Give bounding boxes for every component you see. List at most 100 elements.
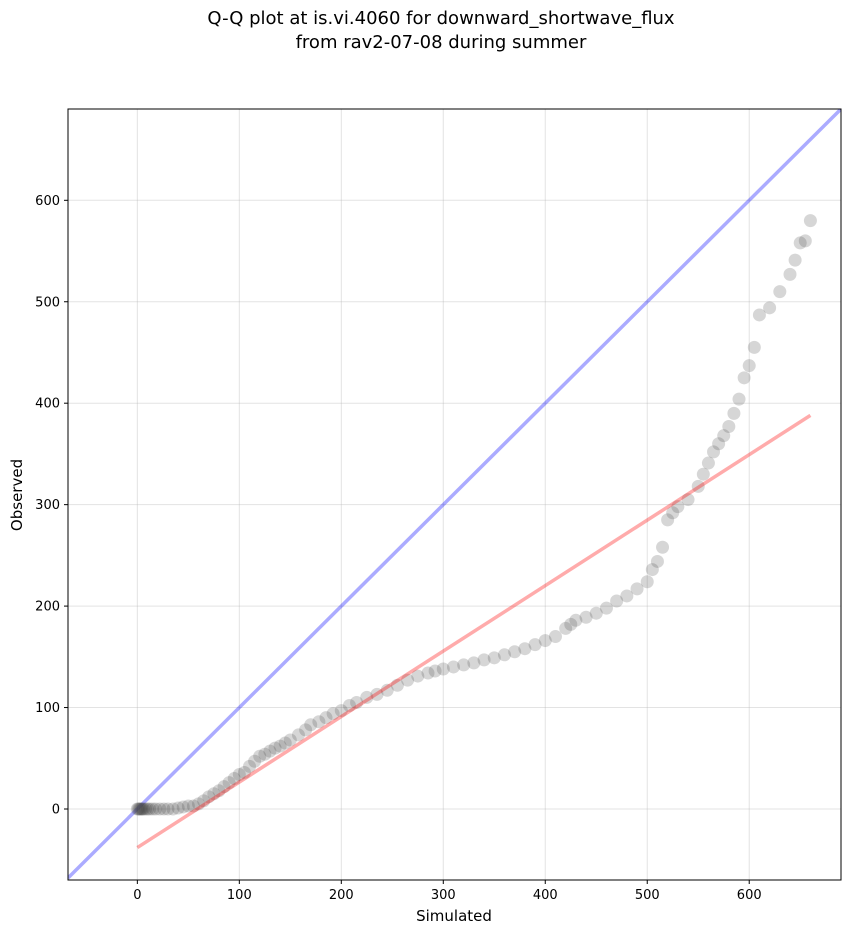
data-point [763, 301, 777, 315]
data-point [538, 634, 552, 648]
data-point [401, 673, 415, 687]
data-point [681, 493, 695, 507]
data-point [467, 656, 481, 670]
data-point [146, 802, 160, 816]
x-axis-ticks: 0 100 200 300 400 500 600 [133, 880, 762, 903]
data-point [135, 802, 149, 816]
data-point [630, 582, 644, 596]
data-point [707, 445, 721, 459]
data-point [610, 594, 624, 608]
data-point [732, 392, 746, 406]
data-point [192, 797, 206, 811]
x-axis-label: Simulated [416, 907, 492, 925]
data-point [564, 617, 578, 631]
data-point [130, 802, 144, 816]
data-point [428, 664, 442, 678]
data-point [671, 500, 685, 514]
plot-frame [67, 108, 842, 881]
data-point [773, 285, 787, 299]
x-tick-label: 500 [635, 888, 660, 903]
chart-title-line-2: from rav2-07-08 during summer [296, 32, 587, 53]
data-point [222, 776, 236, 790]
data-point [131, 802, 145, 816]
scatter-points [130, 214, 817, 816]
data-point [436, 662, 450, 676]
data-point [227, 772, 241, 786]
data-point [421, 666, 435, 680]
data-point [268, 741, 282, 755]
data-point [788, 253, 802, 267]
data-point [350, 695, 364, 709]
data-point [411, 669, 425, 683]
data-point [176, 800, 190, 814]
data-point [390, 678, 404, 692]
data-point [258, 747, 272, 761]
data-point [712, 437, 726, 451]
x-tick-label: 600 [737, 888, 762, 903]
y-tick-label: 300 [35, 498, 60, 513]
y-tick-label: 400 [35, 397, 60, 412]
y-tick-label: 0 [52, 802, 60, 817]
data-point [312, 715, 326, 729]
data-point [518, 642, 532, 656]
data-point [319, 711, 333, 725]
data-point [380, 683, 394, 697]
data-point [661, 513, 675, 527]
identity-line [68, 109, 841, 880]
data-point [737, 371, 751, 385]
data-point [548, 630, 562, 644]
y-tick-label: 100 [35, 701, 60, 716]
x-tick-label: 200 [329, 888, 354, 903]
data-point [752, 308, 766, 322]
data-point [207, 787, 221, 801]
x-tick-label: 400 [533, 888, 558, 903]
x-tick-label: 300 [431, 888, 456, 903]
data-point [457, 658, 471, 672]
y-tick-label: 600 [35, 194, 60, 209]
data-point [620, 589, 634, 603]
data-point [139, 802, 153, 816]
data-point [717, 429, 731, 443]
data-point [304, 718, 318, 732]
data-point [742, 359, 756, 373]
data-point [569, 613, 583, 627]
y-axis-ticks: 0 100 200 300 400 500 600 [35, 194, 68, 817]
data-point [803, 214, 817, 228]
data-point [559, 621, 573, 635]
data-point [528, 638, 542, 652]
data-point [446, 660, 460, 674]
data-point [243, 759, 257, 773]
data-point [747, 340, 761, 354]
x-tick-label: 100 [227, 888, 252, 903]
data-point [153, 802, 167, 816]
data-point [342, 699, 356, 713]
data-point [696, 467, 710, 481]
data-point [793, 236, 807, 250]
data-point [701, 456, 715, 470]
data-point [237, 765, 251, 779]
data-point [149, 802, 163, 816]
data-point [589, 606, 603, 620]
data-point [299, 723, 313, 737]
data-point [197, 794, 211, 808]
data-point [133, 802, 147, 816]
data-point [136, 802, 150, 816]
data-point [157, 802, 171, 816]
chart-title-line-1: Q-Q plot at is.vi.4060 for downward_shor… [207, 8, 675, 29]
data-point [798, 234, 812, 248]
data-point [360, 690, 374, 704]
data-point [783, 267, 797, 281]
x-tick-label: 0 [133, 888, 141, 903]
data-point [134, 802, 148, 816]
data-point [326, 707, 340, 721]
data-point [691, 479, 705, 493]
data-point [645, 563, 659, 577]
data-point [232, 767, 246, 781]
data-point [217, 780, 231, 794]
data-point [186, 799, 200, 813]
data-point [141, 802, 155, 816]
data-point [599, 601, 613, 615]
data-point [248, 754, 262, 768]
data-point [666, 506, 680, 520]
